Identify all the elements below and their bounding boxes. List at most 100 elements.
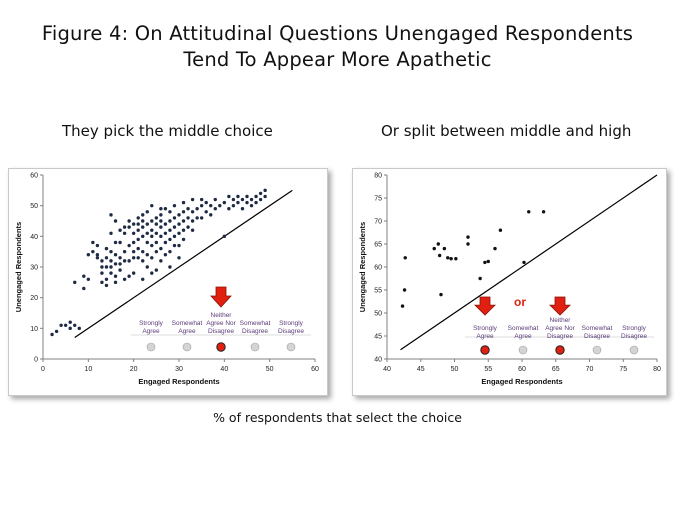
data-point bbox=[154, 268, 159, 272]
data-point bbox=[209, 203, 213, 208]
data-point bbox=[159, 259, 163, 263]
data-point bbox=[127, 225, 131, 229]
data-point bbox=[145, 222, 149, 226]
data-point bbox=[50, 332, 54, 337]
data-point bbox=[432, 246, 436, 251]
data-point bbox=[446, 256, 450, 260]
data-point bbox=[177, 222, 181, 226]
data-point bbox=[159, 225, 163, 229]
data-point bbox=[478, 276, 482, 281]
figure-footer-caption: % of respondents that select the choice bbox=[213, 410, 462, 425]
choice-label-text: Strongly bbox=[279, 320, 304, 327]
data-point bbox=[190, 228, 195, 232]
choice-dot-selected bbox=[555, 345, 565, 355]
data-point bbox=[181, 219, 186, 223]
x-tick-label: 40 bbox=[383, 366, 391, 373]
data-point bbox=[122, 249, 127, 254]
annotation-or-text: or bbox=[514, 295, 526, 309]
data-point bbox=[486, 259, 490, 264]
data-point bbox=[454, 257, 458, 261]
data-point bbox=[141, 219, 145, 223]
data-point bbox=[403, 256, 407, 260]
data-point bbox=[254, 194, 258, 199]
data-point bbox=[263, 194, 267, 199]
data-point bbox=[177, 231, 181, 235]
data-point bbox=[163, 253, 168, 257]
data-point bbox=[127, 274, 131, 278]
y-tick-label: 65 bbox=[374, 242, 382, 249]
data-point bbox=[222, 234, 227, 239]
data-point bbox=[190, 210, 195, 214]
right-scatter-chart: 40 45 50 55 60 65 70 75 80 40 45 50 55 60 65 70 75 80 Enga… bbox=[358, 173, 661, 387]
data-point bbox=[68, 326, 72, 331]
data-point bbox=[168, 219, 172, 223]
x-tick-label: 70 bbox=[586, 366, 594, 373]
data-point bbox=[54, 329, 59, 334]
data-point bbox=[118, 240, 122, 245]
choice-label-text: Disagree bbox=[242, 328, 268, 335]
data-point bbox=[258, 197, 263, 202]
data-point bbox=[104, 246, 109, 251]
data-point bbox=[168, 237, 172, 242]
choice-label-text: Agree bbox=[514, 333, 532, 340]
left-scatter-chart: 0 10 20 30 40 50 60 0 10 20 30 40 50 60 Engaged Respon… bbox=[14, 173, 319, 387]
choice-label-text: Agree Nor bbox=[545, 325, 575, 332]
choice-dot bbox=[592, 345, 602, 355]
data-point bbox=[186, 207, 190, 211]
data-point bbox=[91, 240, 95, 245]
data-point bbox=[59, 323, 63, 327]
data-point bbox=[141, 225, 145, 229]
data-point bbox=[145, 253, 149, 257]
data-point bbox=[113, 253, 118, 257]
data-point bbox=[195, 216, 199, 220]
data-point bbox=[245, 194, 249, 199]
data-point bbox=[168, 249, 172, 254]
data-point bbox=[483, 260, 487, 265]
data-point bbox=[493, 246, 497, 251]
data-point bbox=[168, 265, 172, 269]
data-point bbox=[136, 246, 140, 251]
choice-label-text: Disagree bbox=[208, 328, 234, 335]
data-point bbox=[449, 257, 453, 261]
figure-title-line-1: Figure 4: On Attitudinal Questions Uneng… bbox=[41, 22, 634, 45]
y-axis-title: Unengaged Respondents bbox=[14, 222, 23, 312]
data-point bbox=[150, 243, 154, 248]
data-point bbox=[109, 265, 113, 269]
x-tick-label: 40 bbox=[220, 366, 228, 373]
choice-label-text: Strongly bbox=[622, 325, 647, 332]
y-tick-label: 20 bbox=[30, 295, 38, 302]
data-point bbox=[168, 210, 172, 214]
data-point bbox=[163, 222, 168, 226]
data-point bbox=[136, 256, 140, 260]
x-tick-label: 30 bbox=[175, 366, 183, 373]
y-tick-label: 75 bbox=[374, 196, 382, 203]
x-tick-label: 60 bbox=[518, 366, 526, 373]
data-point bbox=[204, 200, 208, 205]
x-tick-label: 80 bbox=[653, 366, 661, 373]
data-point bbox=[400, 304, 405, 308]
data-point bbox=[100, 259, 104, 263]
choice-label-text: Disagree bbox=[278, 328, 304, 335]
data-point bbox=[109, 249, 113, 254]
data-point bbox=[190, 197, 195, 202]
choice-dot bbox=[146, 342, 156, 352]
data-point bbox=[249, 203, 254, 208]
data-point bbox=[163, 231, 168, 235]
data-point bbox=[118, 256, 122, 260]
data-point bbox=[177, 243, 181, 248]
data-point bbox=[141, 259, 145, 263]
data-point bbox=[218, 203, 222, 208]
y-tick-label: 60 bbox=[30, 173, 38, 180]
data-point bbox=[131, 222, 136, 226]
data-point bbox=[73, 323, 77, 327]
data-point bbox=[240, 197, 245, 202]
data-point bbox=[172, 216, 177, 220]
data-point bbox=[442, 246, 447, 251]
down-arrow-icon bbox=[210, 286, 232, 308]
y-tick-label: 70 bbox=[374, 219, 382, 226]
data-point bbox=[95, 243, 100, 248]
data-point bbox=[159, 234, 163, 239]
y-tick-label: 60 bbox=[374, 265, 382, 272]
data-point bbox=[236, 200, 240, 205]
data-point bbox=[436, 242, 440, 246]
